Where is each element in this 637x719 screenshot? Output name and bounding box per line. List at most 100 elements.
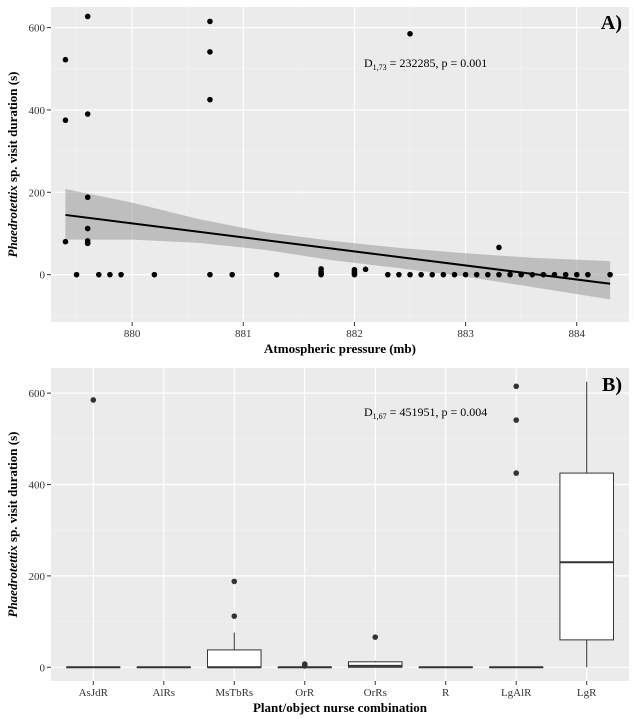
panel-a-label: A) <box>601 12 622 34</box>
data-point <box>84 240 91 247</box>
x-tick-label: AlRs <box>152 687 175 699</box>
box-AsJdR <box>66 397 121 669</box>
box-outlier <box>513 470 520 476</box>
x-tick-label: 881 <box>235 328 252 340</box>
data-point <box>84 13 91 20</box>
x-tick-label: AsJdR <box>79 687 109 699</box>
data-point <box>384 271 391 278</box>
data-point <box>562 271 569 278</box>
panel-a-annotation: D1,73 = 232285, p = 0.001 <box>364 56 487 72</box>
data-point <box>473 271 480 278</box>
data-point <box>585 271 591 278</box>
data-point <box>318 271 324 278</box>
x-tick-label: 880 <box>124 328 141 340</box>
data-point <box>84 111 91 117</box>
y-tick-label: 400 <box>29 480 46 492</box>
data-point <box>351 271 358 278</box>
data-point <box>207 18 213 25</box>
data-point <box>95 271 102 278</box>
y-tick-label: 200 <box>29 571 46 583</box>
panel-a-scatter: 880 881 882 883 884 0 200 400 600 A) D1,73 = 232… <box>5 7 633 356</box>
data-point <box>440 271 447 278</box>
panel-b-y-axis-title-genus: Phaedrotettix <box>5 545 20 618</box>
panel-b-annotation: D1,67 = 451951, p = 0.004 <box>364 405 487 421</box>
panel-b-boxes <box>66 381 614 669</box>
y-tick-label: 400 <box>29 105 46 117</box>
data-point <box>396 271 402 278</box>
panel-a-annotation-prefix: D <box>364 56 373 70</box>
data-point <box>118 271 124 278</box>
data-point <box>462 271 469 278</box>
y-tick-label: 600 <box>29 388 46 400</box>
panel-b-annotation-text: = 451951, p = 0.004 <box>387 405 488 419</box>
x-tick-label: 884 <box>569 328 586 340</box>
data-point <box>429 271 436 278</box>
x-tick-label: LgR <box>577 687 597 699</box>
data-point <box>207 96 213 103</box>
data-point <box>573 271 580 278</box>
y-tick-label: 0 <box>40 270 46 282</box>
data-point <box>229 271 235 278</box>
x-tick-label: OrR <box>295 687 315 699</box>
x-tick-label: 883 <box>457 328 474 340</box>
data-point <box>362 266 369 273</box>
data-point <box>607 271 613 278</box>
x-tick-label: R <box>442 687 450 699</box>
data-point <box>496 271 502 278</box>
panel-b-background <box>51 368 629 681</box>
data-point <box>84 225 91 232</box>
panel-b-label: B) <box>602 374 622 396</box>
panel-a-confidence-band <box>65 189 611 300</box>
x-tick-label: MsTbRs <box>215 687 253 699</box>
data-point <box>84 194 91 201</box>
panel-b-y-axis-title-rest: sp. visit duration (s) <box>5 432 20 546</box>
panel-a-ticks: 880 881 882 883 884 0 200 400 600 <box>29 23 586 340</box>
panel-b-y-axis-title: Phaedrotettix sp. visit duration (s) <box>5 432 20 618</box>
panel-b-ticks: AsJdR AlRs MsTbRs OrR OrRs R LgAlR LgR 0 200 400 60… <box>29 388 598 699</box>
data-point <box>62 56 69 63</box>
panel-a-fit-line <box>65 213 611 285</box>
y-tick-label: 200 <box>29 187 46 199</box>
box-LgAlR <box>488 383 544 669</box>
panel-b-annotation-subscript: 1,67 <box>373 412 387 421</box>
data-point <box>407 30 413 37</box>
data-point <box>507 271 513 278</box>
box-LgR <box>559 381 614 668</box>
confidence-band-area <box>65 189 611 300</box>
data-point <box>207 49 213 55</box>
panel-b-x-axis-title: Plant/object nurse combination <box>253 700 428 715</box>
panel-b-boxplot: AsJdR AlRs MsTbRs OrR OrRs R LgAlR LgR 0 200 400 60… <box>5 368 629 715</box>
panel-b-annotation-prefix: D <box>364 405 373 419</box>
data-point <box>107 271 113 278</box>
data-point <box>451 271 458 278</box>
box-outlier <box>513 417 520 423</box>
box-outlier <box>231 613 238 619</box>
x-tick-label: 882 <box>346 328 363 340</box>
panel-a-y-axis-title-genus: Phaedrotettix <box>5 185 20 258</box>
data-point <box>207 271 213 278</box>
panel-a-y-axis-title-rest: sp. visit duration (s) <box>5 72 20 186</box>
data-point <box>496 244 502 251</box>
box-iqr <box>559 472 614 641</box>
box-OrR <box>277 661 333 669</box>
box-MsTbRs <box>206 578 262 669</box>
y-tick-label: 600 <box>29 23 46 35</box>
box-outlier <box>301 661 308 667</box>
panel-a-x-axis-title: Atmospheric pressure (mb) <box>264 341 416 356</box>
box-OrRs <box>347 634 403 668</box>
data-point <box>418 271 424 278</box>
box-outlier <box>90 397 97 403</box>
box-iqr <box>206 649 262 668</box>
data-point <box>62 117 69 124</box>
box-outlier <box>231 578 238 585</box>
data-point <box>273 271 280 278</box>
y-tick-label: 0 <box>40 662 46 674</box>
panel-a-gridlines <box>51 7 633 322</box>
x-tick-label: OrRs <box>364 687 387 699</box>
box-iqr <box>347 661 403 668</box>
data-point <box>151 271 158 278</box>
box-outlier <box>372 634 379 640</box>
panel-a-annotation-subscript: 1,73 <box>373 63 387 72</box>
data-point <box>407 271 413 278</box>
regression-line <box>65 213 611 285</box>
